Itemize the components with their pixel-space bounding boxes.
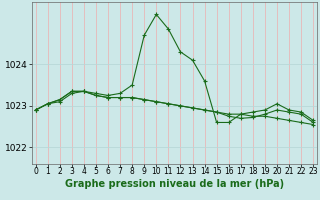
X-axis label: Graphe pression niveau de la mer (hPa): Graphe pression niveau de la mer (hPa) [65, 179, 284, 189]
